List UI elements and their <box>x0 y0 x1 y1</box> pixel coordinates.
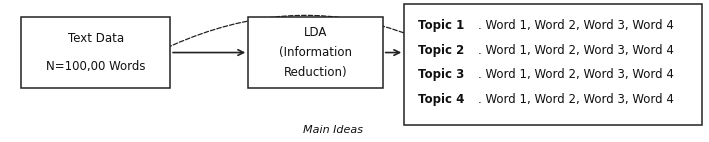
Text: Topic 2: Topic 2 <box>418 44 464 57</box>
Text: (Information: (Information <box>279 46 352 59</box>
Text: . Word 1, Word 2, Word 3, Word 4: . Word 1, Word 2, Word 3, Word 4 <box>478 93 674 106</box>
Text: Reduction): Reduction) <box>284 66 347 79</box>
Text: Topic 3: Topic 3 <box>418 68 464 81</box>
Text: . Word 1, Word 2, Word 3, Word 4: . Word 1, Word 2, Word 3, Word 4 <box>478 68 674 81</box>
Text: N=100,00 Words: N=100,00 Words <box>46 60 145 73</box>
Bar <box>248 17 383 88</box>
Text: Topic 4: Topic 4 <box>418 93 464 106</box>
Text: Topic 1: Topic 1 <box>418 19 464 32</box>
Text: Main Ideas: Main Ideas <box>303 125 363 135</box>
Text: . Word 1, Word 2, Word 3, Word 4: . Word 1, Word 2, Word 3, Word 4 <box>478 19 674 32</box>
Bar <box>404 4 702 125</box>
Text: . Word 1, Word 2, Word 3, Word 4: . Word 1, Word 2, Word 3, Word 4 <box>478 44 674 57</box>
Bar <box>21 17 170 88</box>
Text: LDA: LDA <box>304 26 327 39</box>
Text: Text Data: Text Data <box>67 32 124 45</box>
